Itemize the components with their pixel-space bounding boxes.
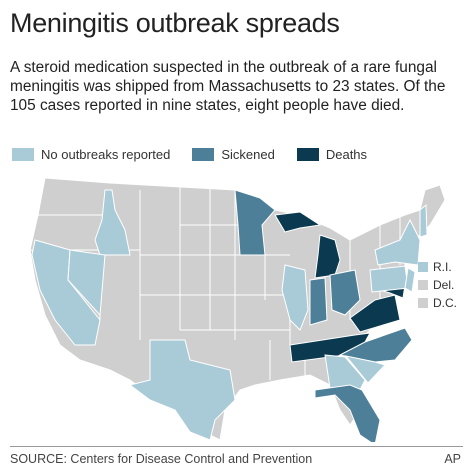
inset-label: R.I. — [433, 260, 452, 274]
map: R.I. Del. D.C. — [29, 177, 457, 442]
source: SOURCE: Centers for Disease Control and … — [10, 452, 313, 466]
legend-swatch — [192, 148, 215, 161]
inset-label: D.C. — [433, 296, 457, 310]
state — [349, 294, 401, 333]
state — [234, 189, 276, 256]
state — [369, 265, 409, 293]
state — [281, 264, 309, 331]
state — [128, 339, 236, 441]
state — [309, 277, 328, 326]
state — [344, 355, 386, 384]
title: Meningitis outbreak spreads — [10, 8, 340, 38]
state — [67, 249, 106, 317]
state — [94, 189, 131, 256]
legend-label: Sickened — [221, 147, 275, 162]
footer-rule — [10, 446, 463, 447]
state — [314, 384, 381, 442]
subtitle: A steroid medication suspected in the ou… — [10, 59, 446, 114]
credit: AP — [444, 452, 461, 466]
legend-swatch — [12, 148, 34, 161]
legend-item: No outbreaks reported — [12, 147, 170, 162]
state — [404, 267, 416, 293]
inset-swatch — [418, 280, 428, 290]
state — [329, 269, 361, 316]
legend-label: Deaths — [325, 147, 368, 162]
inset-label: Del. — [433, 278, 454, 292]
legend-swatch — [296, 148, 319, 161]
state — [274, 211, 322, 233]
legend-item: Deaths — [296, 147, 368, 162]
state — [419, 203, 428, 238]
insets: R.I. Del. D.C. — [418, 260, 457, 310]
legend-item: Sickened — [192, 147, 275, 162]
state — [324, 354, 366, 391]
state — [374, 218, 421, 266]
legend: No outbreaks reported Sickened Deaths — [12, 147, 367, 162]
inset-swatch — [418, 298, 428, 308]
legend-label: No outbreaks reported — [41, 147, 171, 162]
inset-swatch — [418, 262, 428, 272]
